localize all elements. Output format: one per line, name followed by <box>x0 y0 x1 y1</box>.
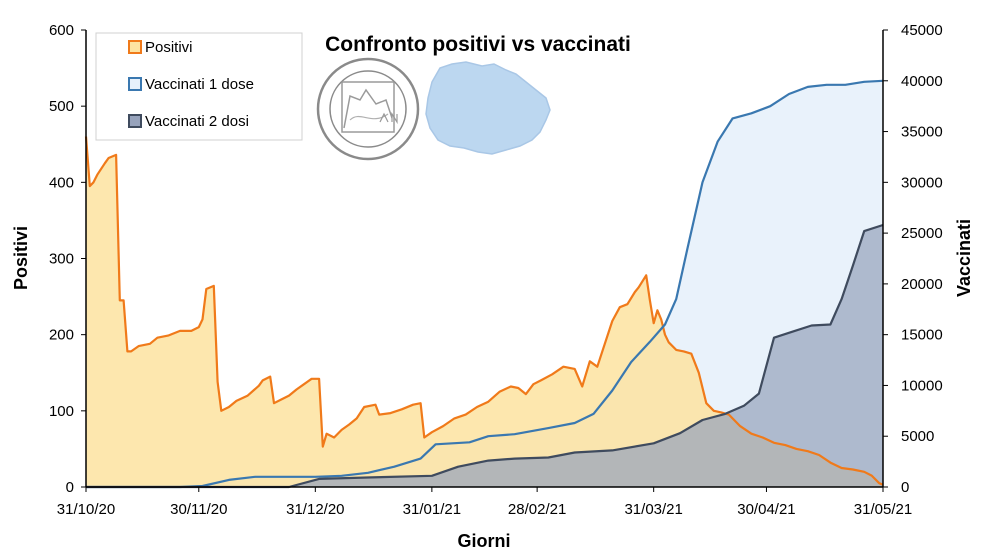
x-tick-label: 31/10/20 <box>57 501 115 518</box>
x-tick-label: 31/03/21 <box>624 501 682 518</box>
series-line-dose1 <box>86 79 884 489</box>
x-tick-label: 31/12/20 <box>286 501 344 518</box>
association-seal-logo <box>316 57 420 161</box>
y2-tick-label: 40000 <box>901 73 943 90</box>
legend-swatch-dose2 <box>128 114 142 128</box>
chart-title: Confronto positivi vs vaccinati <box>325 33 631 56</box>
y2-tick-label: 5000 <box>901 428 934 445</box>
legend-label-positivi: Positivi <box>145 39 193 56</box>
y2-tick-label: 35000 <box>901 124 943 141</box>
y-tick-label: 600 <box>49 22 74 39</box>
right-axis-ticks: 0 5000 10000 15000 20000 25000 30000 35000 40000… <box>883 22 943 496</box>
y-tick-label: 0 <box>66 479 74 496</box>
x-tick-label: 30/04/21 <box>737 501 795 518</box>
y2-tick-label: 30000 <box>901 174 943 191</box>
series-area-positivi <box>86 136 883 487</box>
y2-tick-label: 10000 <box>901 377 943 394</box>
y-tick-label: 200 <box>49 327 74 344</box>
plot-areas <box>86 80 883 488</box>
y-tick-label: 400 <box>49 174 74 191</box>
legend-label-dose2: Vaccinati 2 dosi <box>145 113 249 130</box>
y2-tick-label: 20000 <box>901 276 943 293</box>
island-map-icon <box>425 61 551 155</box>
series-area-dose2 <box>86 225 883 487</box>
x-axis-ticks: 31/10/20 30/11/20 31/12/20 31/01/21 28/02/21… <box>57 487 912 518</box>
x-tick-label: 31/05/21 <box>854 501 912 518</box>
y-tick-label: 100 <box>49 403 74 420</box>
y-tick-label: 300 <box>49 251 74 268</box>
y2-axis-label: Vaccinati <box>954 219 974 297</box>
series-line-positivi <box>84 136 884 486</box>
x-tick-label: 30/11/20 <box>170 501 227 518</box>
y2-tick-label: 45000 <box>901 22 943 39</box>
left-axis-ticks: 0 100 200 300 400 500 600 <box>49 22 86 496</box>
x-tick-label: 28/02/21 <box>508 501 566 518</box>
y-axis-label: Positivi <box>11 226 31 290</box>
x-axis-label: Giorni <box>458 531 511 551</box>
plot-lines <box>84 79 884 489</box>
x-tick-label: 31/01/21 <box>403 501 461 518</box>
legend-swatch-dose1 <box>128 77 142 91</box>
y-tick-label: 500 <box>49 98 74 115</box>
y2-tick-label: 15000 <box>901 327 943 344</box>
legend-label-dose1: Vaccinati 1 dose <box>145 76 254 93</box>
series-line-dose2 <box>86 223 884 489</box>
y2-tick-label: 25000 <box>901 225 943 242</box>
y2-tick-label: 0 <box>901 479 909 496</box>
legend-swatch-positivi <box>128 40 142 54</box>
legend: Positivi Vaccinati 1 dose Vaccinati 2 do… <box>95 32 303 141</box>
